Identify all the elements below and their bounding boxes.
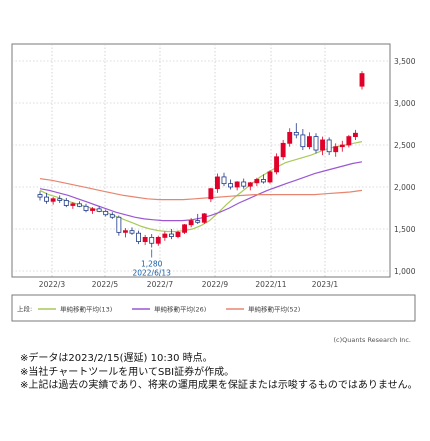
candle-body: [182, 224, 188, 233]
candle-body: [116, 216, 122, 233]
candle-body: [96, 208, 102, 212]
candle-body: [63, 200, 69, 206]
candle-body: [346, 136, 352, 146]
ma-line-2: [39, 161, 363, 222]
x-axis-ticks: 2022/3 2022/5 2022/7 2022/9 2022/11 2023/1: [39, 280, 339, 289]
candle-body: [306, 136, 312, 148]
candle-body: [247, 182, 253, 187]
candle-body: [142, 236, 148, 242]
candle-body: [50, 198, 56, 202]
candle-body: [320, 139, 326, 151]
candle-body: [333, 146, 339, 153]
annotation-label: 2022/6/13: [132, 268, 171, 277]
candle-body: [70, 203, 76, 206]
candle-body: [221, 176, 227, 185]
y-tick-label: 2,000: [394, 183, 416, 192]
candle-body: [254, 179, 260, 184]
candles: [37, 71, 365, 248]
x-tick-label: 2022/3: [39, 280, 66, 289]
plot-area-frame: [11, 43, 391, 278]
candle-body: [83, 205, 89, 211]
x-tick-label: 2023/1: [312, 280, 339, 289]
legend-label: 単純移動平均(52): [248, 305, 300, 314]
legend-prefix: 上段:: [17, 304, 32, 313]
candle-body: [136, 232, 142, 242]
candle-body: [267, 171, 273, 183]
candle-body: [352, 132, 358, 138]
candle-body: [339, 144, 345, 148]
candle-body: [280, 142, 286, 158]
y-tick-label: 2,500: [394, 141, 416, 150]
candle-body: [313, 136, 319, 151]
candle-body: [122, 230, 128, 233]
candle-body: [57, 198, 63, 201]
x-tick-label: 2022/9: [202, 280, 229, 289]
y-tick-label: 3,000: [394, 99, 416, 108]
note-line: ※上記は過去の実績であり、将来の運用成果を保証または示唆するものではありません。: [20, 380, 418, 391]
candle-body: [293, 131, 299, 136]
x-tick-label: 2022/7: [147, 280, 174, 289]
candle-body: [195, 220, 201, 223]
legend-label: 単純移動平均(13): [60, 305, 112, 314]
candle-body: [162, 233, 168, 238]
y-tick-label: 1,500: [394, 225, 416, 234]
copyright-credit: (c)Quants Research Inc.: [333, 336, 411, 344]
candle-body: [44, 196, 50, 202]
candle-body: [188, 220, 194, 226]
candle-body: [326, 139, 332, 153]
candle-body: [260, 179, 266, 183]
candle-body: [103, 210, 109, 216]
candle-body: [274, 156, 280, 173]
candle-body: [129, 230, 135, 234]
y-axis-ticks: 3,500 3,000 2,500 2,000 1,500 1,000: [394, 57, 416, 276]
candle-body: [168, 233, 174, 237]
candle-body: [90, 208, 96, 211]
candle-body: [175, 231, 181, 237]
candle-body: [109, 214, 115, 218]
candle-body: [287, 131, 293, 144]
candle-body: [214, 176, 220, 190]
candle-body: [241, 181, 247, 187]
legend-frame: [11, 294, 416, 322]
annotation-label: 1,280: [141, 259, 163, 268]
candle-body: [201, 213, 207, 223]
y-tick-label: 3,500: [394, 57, 416, 66]
legend-label: 単純移動平均(26): [154, 305, 206, 314]
note-line: ※データは2023/2/15(遅延) 10:30 時点。: [20, 353, 213, 364]
ma-line-3: [39, 178, 363, 201]
x-tick-label: 2022/11: [255, 280, 286, 289]
candle-body: [37, 194, 43, 198]
candle-body: [155, 236, 161, 244]
candle-body: [149, 236, 155, 244]
grid: [12, 44, 390, 277]
disclaimer-notes: ※データは2023/2/15(遅延) 10:30 時点。 ※当社チャートツールを…: [20, 352, 425, 393]
note-line: ※当社チャートツールを用いてSBI証券が作成。: [20, 366, 235, 378]
x-tick-label: 2022/5: [92, 280, 119, 289]
candle-body: [228, 183, 234, 188]
candle-body: [76, 203, 82, 207]
candle-body: [234, 181, 240, 188]
legend: 単純移動平均(13) 単純移動平均(26) 単純移動平均(52): [38, 305, 300, 314]
y-tick-label: 1,000: [394, 267, 416, 276]
candle-body: [300, 134, 306, 148]
candle-body: [208, 188, 214, 200]
candle-body: [359, 73, 365, 87]
